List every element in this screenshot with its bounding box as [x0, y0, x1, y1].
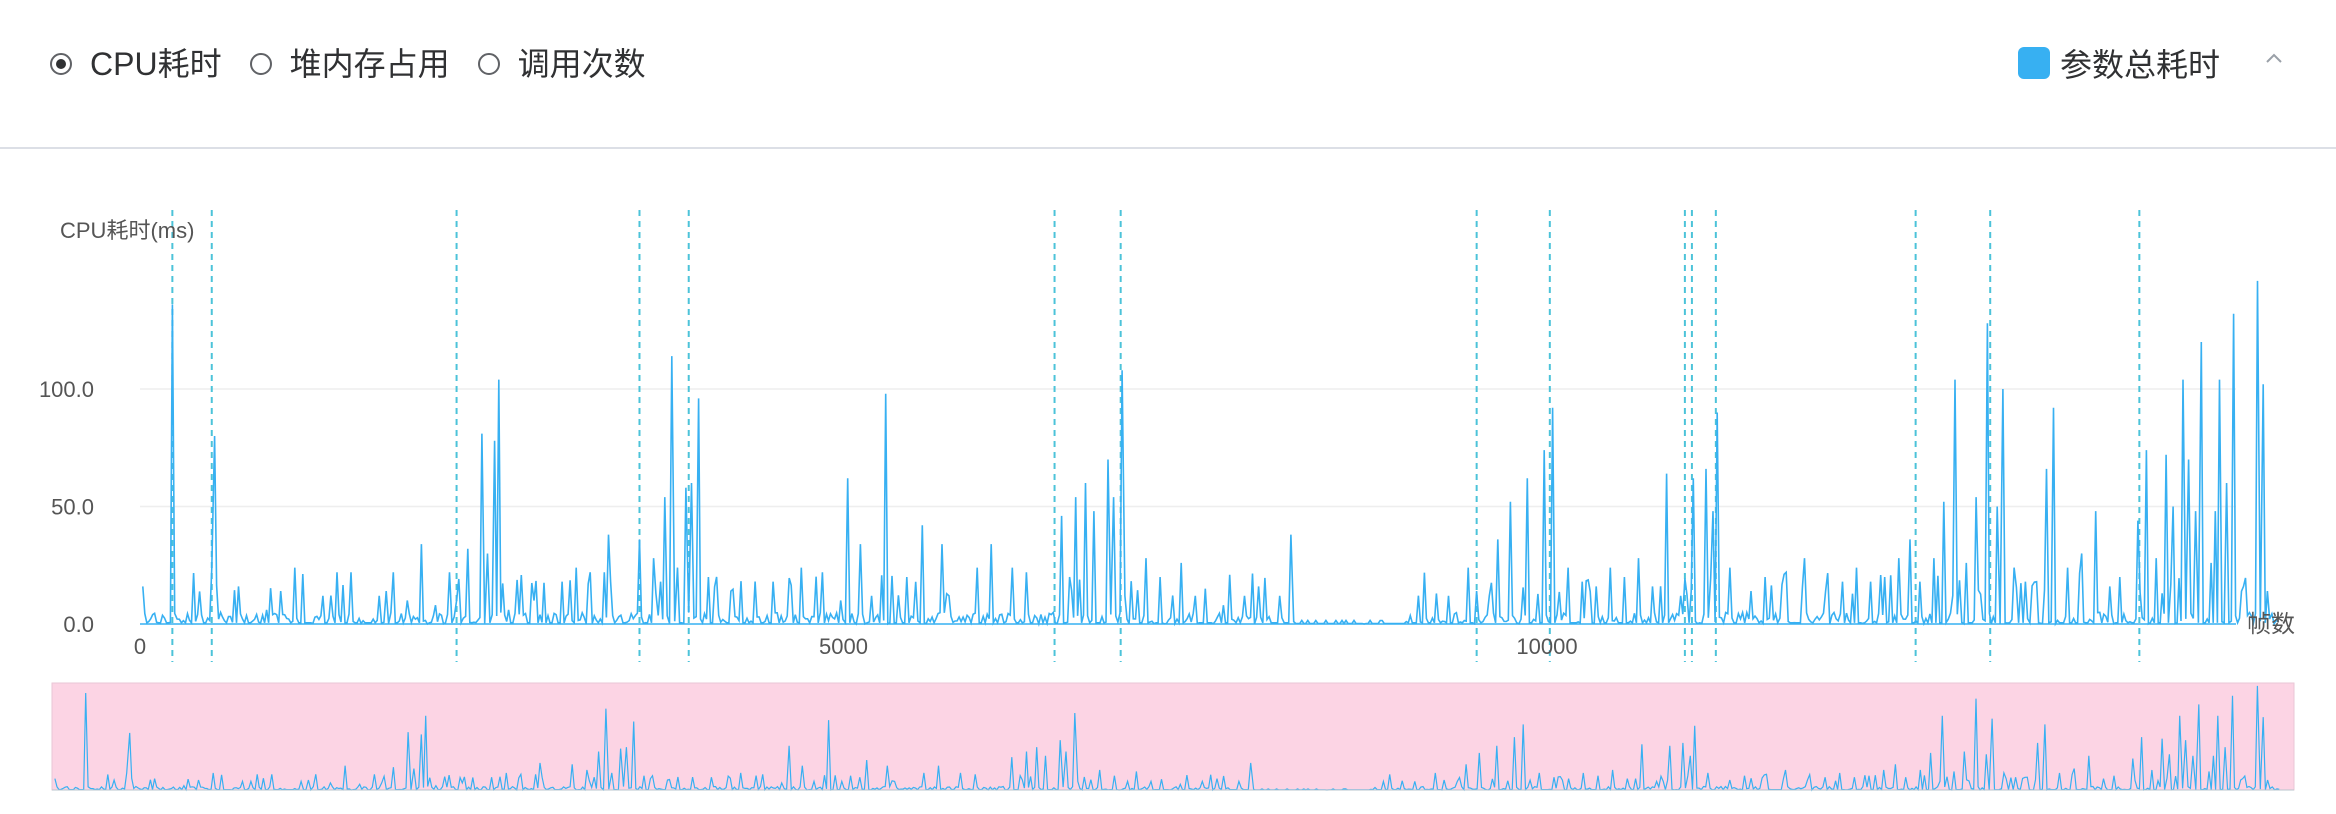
line-chart: 0.0 50.0 100.0 0 5000 10000 CPU耗时(ms) 帧数: [39, 210, 2295, 792]
y-axis-label: CPU耗时(ms): [60, 218, 194, 243]
y-tick-label: 100.0: [39, 377, 94, 402]
chart-legend[interactable]: 参数总耗时: [2018, 40, 2220, 86]
y-tick-label: 0.0: [63, 612, 94, 637]
series-layer: [142, 280, 2279, 627]
x-axis-label: 帧数: [2247, 611, 2295, 638]
radio-heap-memory[interactable]: 堆内存占用: [249, 44, 450, 84]
radio-label: 堆内存占用: [289, 46, 450, 82]
legend-swatch: [2018, 47, 2050, 79]
x-tick-label: 5000: [819, 634, 868, 659]
grid-lines: [140, 388, 2236, 508]
chevron-up-icon[interactable]: [2264, 48, 2284, 68]
marker-lines: [171, 210, 2141, 662]
zoom-window: [51, 682, 2295, 791]
radio-label: CPU耗时: [90, 46, 222, 82]
radio-call-count[interactable]: 调用次数: [477, 44, 646, 84]
zoom-slider[interactable]: [51, 682, 2295, 792]
metric-radio-group: CPU耗时 堆内存占用 调用次数: [50, 44, 674, 84]
radio-indicator[interactable]: [477, 53, 500, 75]
x-tick-label: 10000: [1516, 634, 1577, 659]
legend-label: 参数总耗时: [2060, 47, 2221, 83]
radio-indicator[interactable]: [249, 53, 272, 75]
axes: 0.0 50.0 100.0 0 5000 10000: [39, 377, 2236, 659]
y-tick-label: 50.0: [51, 495, 94, 520]
radio-indicator[interactable]: [50, 53, 72, 75]
radio-cpu-time[interactable]: CPU耗时: [50, 44, 222, 84]
radio-label: 调用次数: [517, 46, 646, 82]
x-tick-label: 0: [134, 634, 146, 659]
chart-toolbar: CPU耗时 堆内存占用 调用次数 参数总耗时: [0, 0, 2336, 149]
series-line-cpu-time: [142, 280, 2279, 627]
